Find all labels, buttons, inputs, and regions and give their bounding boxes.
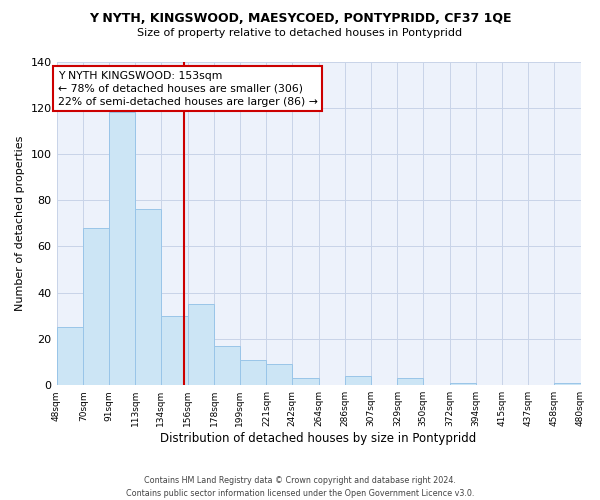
Bar [239,360,266,385]
X-axis label: Distribution of detached houses by size in Pontypridd: Distribution of detached houses by size … [160,432,476,445]
Text: Size of property relative to detached houses in Pontypridd: Size of property relative to detached ho… [137,28,463,38]
Bar [188,304,214,385]
Bar [345,376,371,385]
Bar [214,346,239,385]
Y-axis label: Number of detached properties: Number of detached properties [15,136,25,311]
Bar [554,383,581,385]
Bar [56,328,83,385]
Bar [397,378,423,385]
Bar [266,364,292,385]
Bar [292,378,319,385]
Text: Y NYTH, KINGSWOOD, MAESYCOED, PONTYPRIDD, CF37 1QE: Y NYTH, KINGSWOOD, MAESYCOED, PONTYPRIDD… [89,12,511,26]
Bar [449,383,476,385]
Bar [136,210,161,385]
Bar [83,228,109,385]
Bar [109,112,136,385]
Text: Contains HM Land Registry data © Crown copyright and database right 2024.
Contai: Contains HM Land Registry data © Crown c… [126,476,474,498]
Text: Y NYTH KINGSWOOD: 153sqm
← 78% of detached houses are smaller (306)
22% of semi-: Y NYTH KINGSWOOD: 153sqm ← 78% of detach… [58,70,317,107]
Bar [161,316,188,385]
